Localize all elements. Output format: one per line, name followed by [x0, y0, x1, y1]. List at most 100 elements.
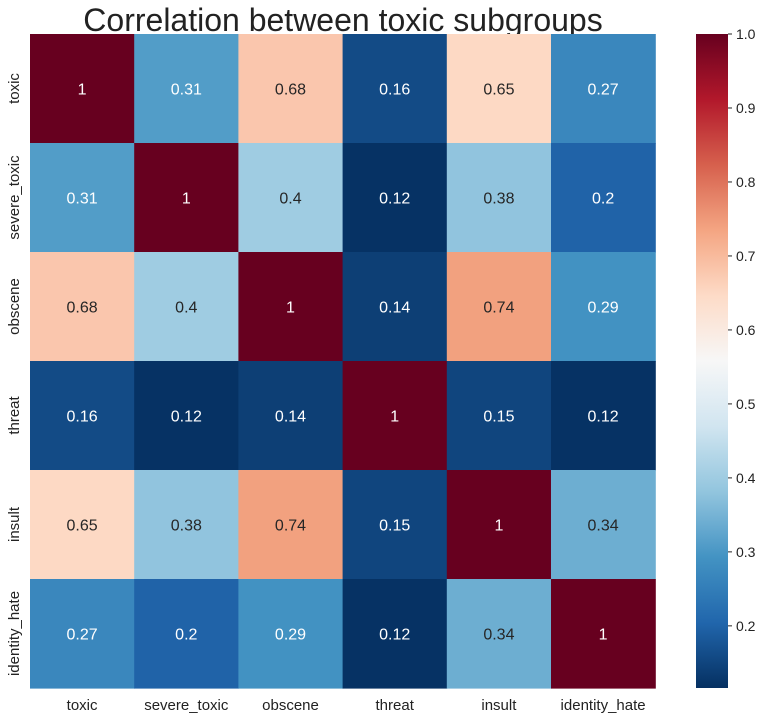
cell-value-label: 0.38 [483, 191, 514, 208]
heatmap-cell [134, 143, 239, 253]
x-tick-label: obscene [262, 697, 319, 714]
heatmap-cell [551, 361, 656, 471]
heatmap-cell [342, 143, 448, 253]
heatmap-cell [238, 579, 344, 689]
cell-value-label: 1 [78, 82, 87, 99]
colorbar-tick-label: 0.5 [736, 396, 756, 412]
heatmap-cell [134, 361, 239, 471]
cell-value-label: 0.27 [588, 82, 619, 99]
heatmap-cell [446, 252, 552, 362]
cell-value-label: 0.34 [588, 518, 619, 535]
heatmap-cell [134, 470, 239, 580]
colorbar-tick-label: 0.6 [736, 322, 756, 338]
colorbar-tick-label: 0.4 [736, 470, 756, 486]
heatmap-cell [551, 579, 656, 689]
heatmap-cell [551, 470, 656, 580]
cell-value-label: 0.12 [171, 409, 202, 426]
x-tick-label: threat [376, 697, 415, 714]
heatmap-cell [342, 470, 448, 580]
heatmap-cell [30, 579, 135, 689]
cell-value-label: 0.2 [592, 191, 614, 208]
cell-value-label: 0.27 [67, 627, 98, 644]
cell-value-label: 0.15 [483, 409, 514, 426]
chart-title: Correlation between toxic subgroups [83, 2, 602, 38]
cell-value-label: 0.31 [67, 191, 98, 208]
cell-value-label: 0.14 [275, 409, 306, 426]
cell-value-label: 1 [286, 300, 295, 317]
cell-value-label: 0.2 [175, 627, 197, 644]
cell-value-label: 0.16 [67, 409, 98, 426]
cell-value-label: 1 [390, 409, 399, 426]
cell-value-label: 0.15 [379, 518, 410, 535]
heatmap-cell [446, 470, 552, 580]
y-tick-label: toxic [6, 73, 23, 104]
cell-value-label: 0.16 [379, 82, 410, 99]
y-tick-label: insult [6, 506, 23, 542]
cell-value-label: 0.68 [275, 82, 306, 99]
heatmap-cell [446, 579, 552, 689]
cell-value-label: 0.29 [275, 627, 306, 644]
cell-value-label: 1 [599, 627, 608, 644]
colorbar-tick-label: 0.9 [736, 100, 756, 116]
heatmap-cell [30, 361, 135, 471]
cell-value-label: 0.38 [171, 518, 202, 535]
heatmap-cell [238, 143, 344, 253]
heatmap-cell [134, 252, 239, 362]
x-tick-label: insult [481, 697, 517, 714]
cell-value-label: 0.29 [588, 300, 619, 317]
heatmap-cell [30, 470, 135, 580]
heatmap-cell [551, 143, 656, 253]
cell-value-label: 1 [182, 191, 191, 208]
cell-value-label: 0.74 [483, 300, 514, 317]
y-tick-label: identity_hate [6, 591, 23, 676]
cell-value-label: 1 [494, 518, 503, 535]
heatmap-cell [238, 252, 344, 362]
heatmap-cell [551, 34, 656, 144]
heatmap-cell [342, 252, 448, 362]
y-tick-label: severe_toxic [6, 155, 23, 240]
cell-value-label: 0.65 [483, 82, 514, 99]
heatmap-cell [134, 579, 239, 689]
cell-value-label: 0.34 [483, 627, 514, 644]
cell-value-label: 0.4 [279, 191, 301, 208]
cell-value-label: 0.65 [67, 518, 98, 535]
colorbar-tick-label: 0.3 [736, 544, 756, 560]
heatmap-cell [342, 34, 448, 144]
cell-value-label: 0.14 [379, 300, 410, 317]
y-tick-label: threat [6, 395, 23, 434]
x-tick-label: identity_hate [561, 697, 646, 714]
cell-value-label: 0.12 [588, 409, 619, 426]
cell-value-label: 0.31 [171, 82, 202, 99]
heatmap-cell [30, 34, 135, 144]
heatmap-cell [342, 579, 448, 689]
cell-value-label: 0.74 [275, 518, 306, 535]
heatmap-cell [446, 361, 552, 471]
heatmap-cell [446, 34, 552, 144]
heatmap-cell [238, 470, 344, 580]
colorbar: 0.2 0.3 0.4 0.5 0.6 0.7 0.8 0.9 1.0 [696, 26, 756, 688]
cell-value-label: 0.12 [379, 191, 410, 208]
heatmap-cells: 1 0.31 0.68 0.16 0.65 0.27 0.31 1 0.4 0.12 0.38 0.2… [30, 34, 656, 689]
colorbar-gradient [696, 34, 728, 688]
heatmap-cell [134, 34, 239, 144]
cell-value-label: 0.68 [67, 300, 98, 317]
cell-value-label: 0.12 [379, 627, 410, 644]
y-tick-label: obscene [6, 278, 23, 335]
colorbar-tick-label: 0.7 [736, 248, 756, 264]
x-tick-label: severe_toxic [144, 697, 229, 714]
heatmap-cell [238, 361, 344, 471]
cell-value-label: 0.4 [175, 300, 197, 317]
heatmap-cell [30, 143, 135, 253]
colorbar-tick-label: 0.8 [736, 174, 756, 190]
colorbar-tick-label: 1.0 [736, 26, 756, 42]
colorbar-tick-label: 0.2 [736, 618, 756, 634]
heatmap-cell [446, 143, 552, 253]
x-axis-ticks: toxic severe_toxic obscene threat insult iden… [67, 697, 646, 714]
heatmap-cell [238, 34, 344, 144]
x-tick-label: toxic [67, 697, 98, 714]
heatmap-cell [30, 252, 135, 362]
heatmap-cell [342, 361, 448, 471]
heatmap-cell [551, 252, 656, 362]
